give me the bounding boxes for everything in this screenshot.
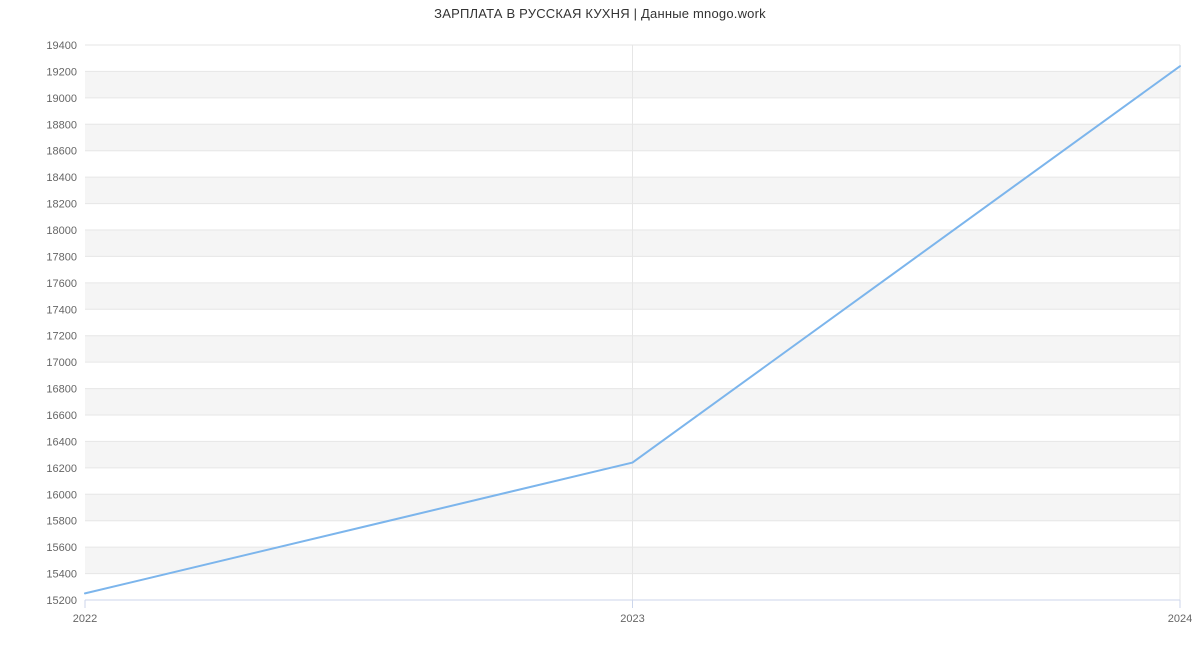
chart-title: ЗАРПЛАТА В РУССКАЯ КУХНЯ | Данные mnogo.… — [0, 6, 1200, 21]
y-tick-label: 17600 — [46, 278, 77, 290]
y-tick-label: 16000 — [46, 489, 77, 501]
y-tick-label: 16200 — [46, 463, 77, 475]
y-tick-label: 18800 — [46, 119, 77, 131]
y-tick-label: 17800 — [46, 251, 77, 263]
y-tick-label: 15400 — [46, 569, 77, 581]
y-tick-label: 19000 — [46, 93, 77, 105]
y-tick-label: 16800 — [46, 384, 77, 396]
y-tick-label: 17400 — [46, 304, 77, 316]
x-tick-label: 2024 — [1168, 613, 1192, 625]
y-tick-label: 17200 — [46, 331, 77, 343]
y-tick-label: 18400 — [46, 172, 77, 184]
x-tick-label: 2022 — [73, 613, 97, 625]
y-tick-label: 15200 — [46, 595, 77, 607]
y-tick-label: 15800 — [46, 516, 77, 528]
y-tick-label: 18200 — [46, 199, 77, 211]
y-tick-label: 18600 — [46, 146, 77, 158]
y-tick-label: 16600 — [46, 410, 77, 422]
chart-svg: 15200 15400 15600 15800 16000 16200 16400 16600… — [0, 0, 1200, 650]
x-tick-label: 2023 — [620, 613, 644, 625]
y-tick-label: 16400 — [46, 436, 77, 448]
y-tick-label: 19400 — [46, 40, 77, 52]
salary-line-chart: ЗАРПЛАТА В РУССКАЯ КУХНЯ | Данные mnogo.… — [0, 0, 1200, 650]
y-tick-label: 17000 — [46, 357, 77, 369]
y-tick-label: 18000 — [46, 225, 77, 237]
y-tick-label: 15600 — [46, 542, 77, 554]
y-tick-label: 19200 — [46, 66, 77, 78]
